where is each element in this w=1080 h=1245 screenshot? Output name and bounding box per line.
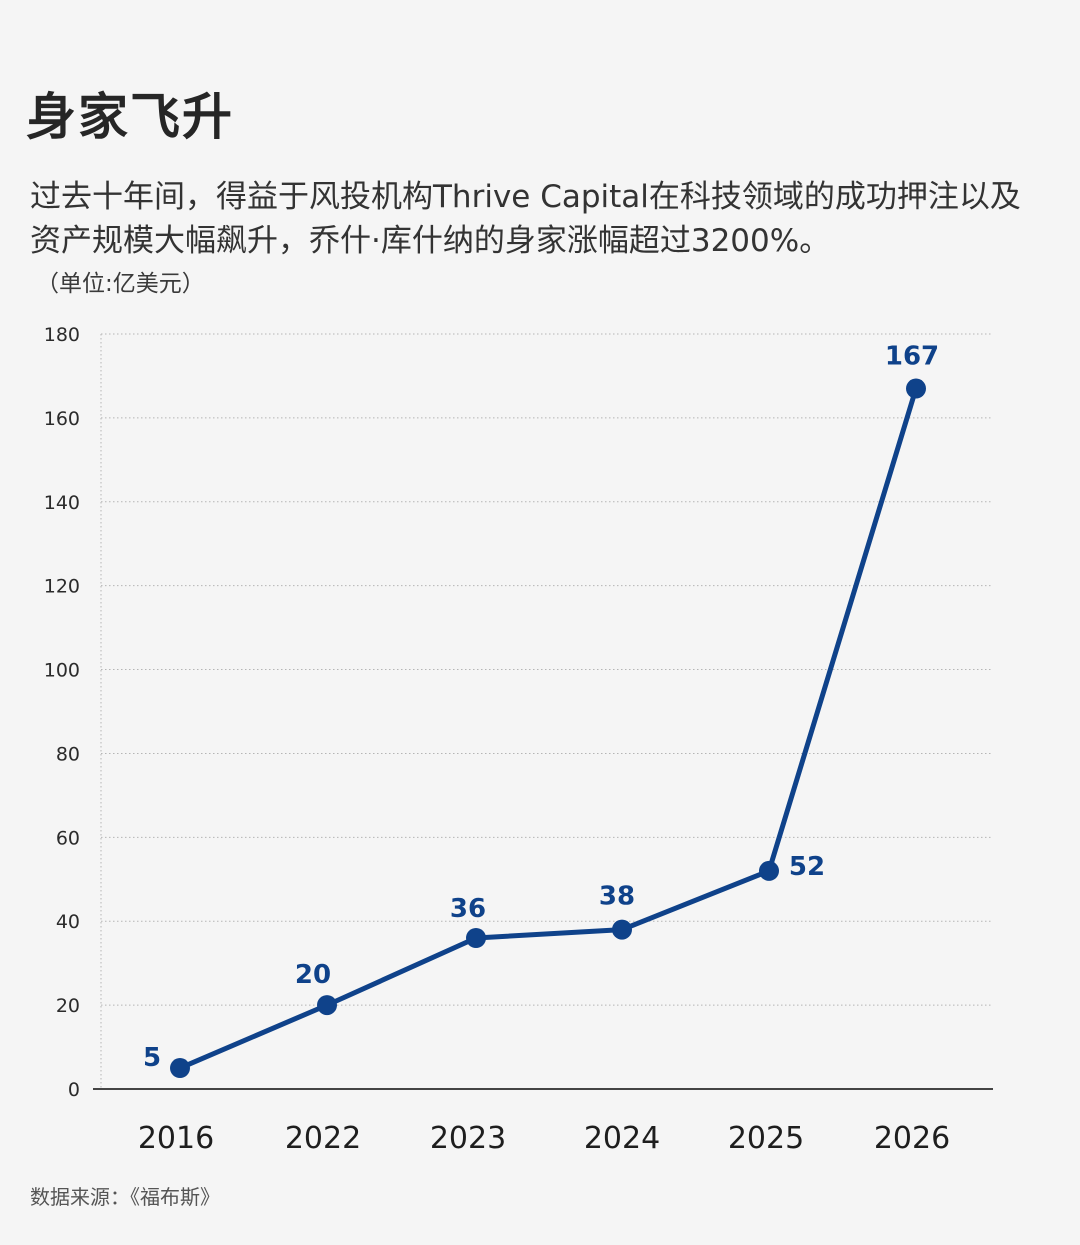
line-chart: 0 20 40 60 80 100 120 140 160 180 2016 2022 2023 2024… bbox=[44, 324, 993, 1156]
data-label: 52 bbox=[789, 852, 825, 882]
x-tick-label: 2016 bbox=[138, 1121, 214, 1156]
data-label: 36 bbox=[450, 894, 486, 924]
x-tick-label: 2026 bbox=[874, 1121, 950, 1156]
data-point bbox=[466, 928, 486, 948]
data-label: 167 bbox=[885, 342, 939, 372]
data-point bbox=[906, 378, 926, 399]
chart-title: 身家飞升 bbox=[26, 88, 234, 146]
y-tick-label: 160 bbox=[44, 408, 80, 430]
x-tick-label: 2025 bbox=[728, 1121, 804, 1156]
source-note: 数据来源：《福布斯》 bbox=[30, 1185, 220, 1209]
chart-subtitle: 过去十年间，得益于风投机构Thrive Capital在科技领域的成功押注以及资… bbox=[30, 179, 1021, 259]
y-tick-label: 40 bbox=[56, 911, 80, 933]
y-tick-label: 120 bbox=[44, 576, 80, 598]
data-label: 20 bbox=[295, 960, 331, 990]
y-tick-label: 0 bbox=[68, 1079, 80, 1101]
unit-label: （单位:亿美元） bbox=[36, 271, 205, 297]
x-tick-label: 2024 bbox=[584, 1121, 660, 1156]
data-point bbox=[317, 995, 337, 1016]
y-tick-label: 140 bbox=[44, 492, 80, 514]
x-tick-label: 2022 bbox=[285, 1121, 361, 1156]
data-point bbox=[759, 860, 779, 881]
data-point bbox=[170, 1058, 190, 1079]
data-point bbox=[612, 919, 632, 940]
y-tick-label: 20 bbox=[56, 995, 80, 1017]
series-line bbox=[177, 386, 919, 1071]
data-label: 38 bbox=[599, 882, 635, 912]
y-tick-label: 80 bbox=[56, 743, 80, 765]
y-tick-label: 100 bbox=[44, 660, 80, 682]
data-label: 5 bbox=[143, 1043, 161, 1073]
y-tick-label: 180 bbox=[44, 324, 80, 346]
x-tick-label: 2023 bbox=[430, 1121, 506, 1156]
y-tick-label: 60 bbox=[56, 827, 80, 849]
